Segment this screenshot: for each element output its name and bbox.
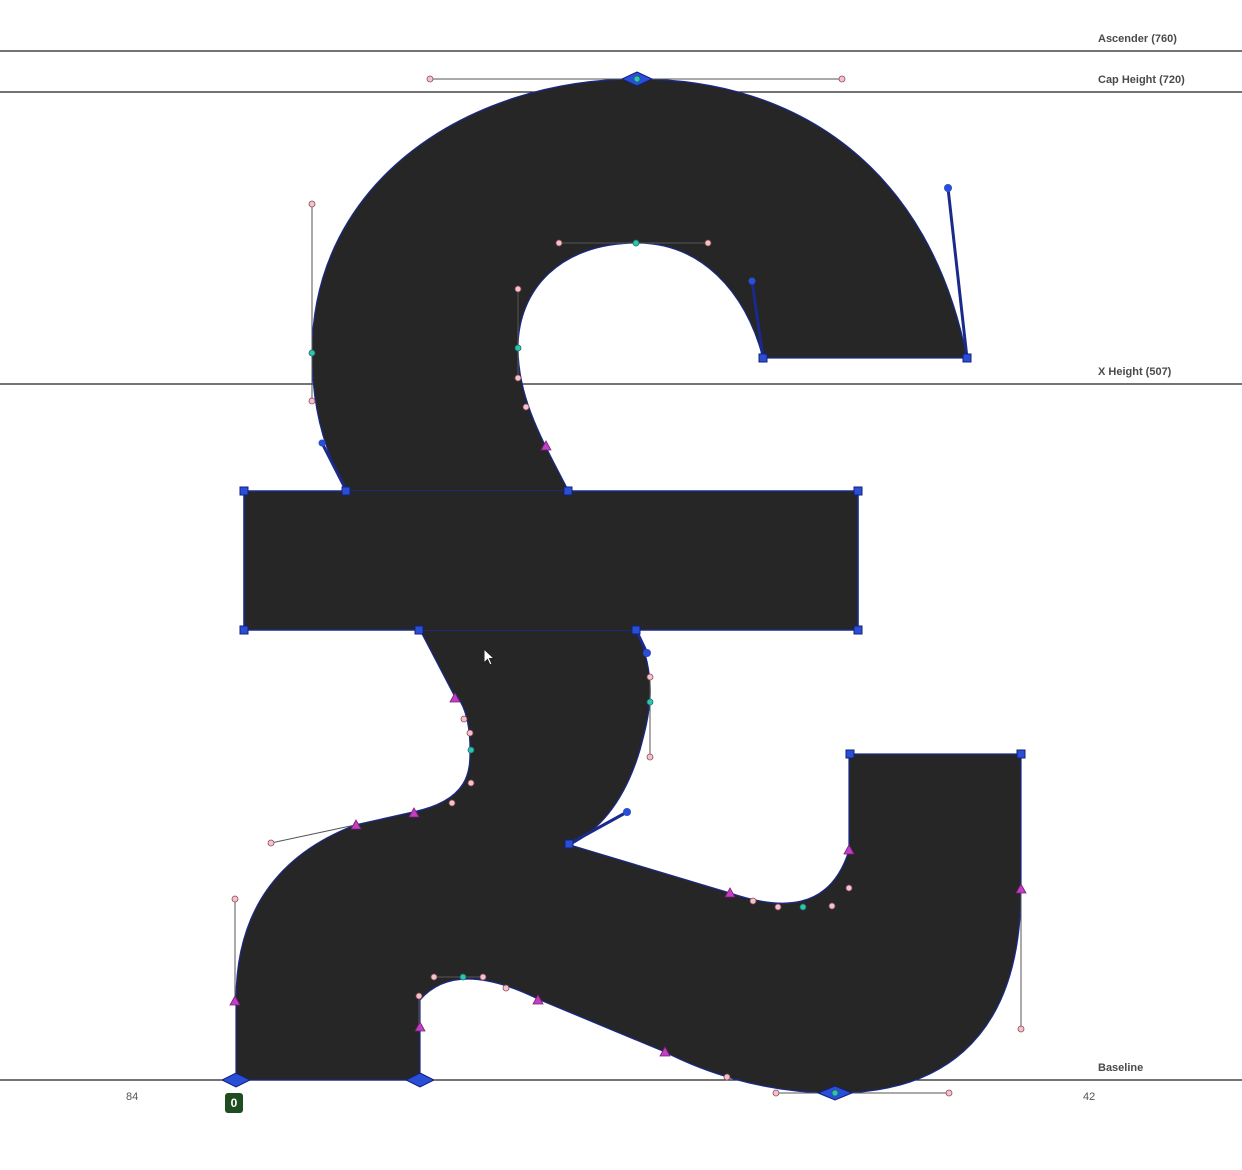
curve-nodes[interactable] [229,440,1027,1057]
ascender-label: Ascender (760) [1098,33,1177,45]
handle-lines [234,78,1022,1094]
right-sidebearing-value: 42 [1083,1091,1096,1103]
left-sidebearing-value: 84 [126,1091,139,1103]
x-height-label: X Height (507) [1098,366,1172,378]
glyph-overlap-fill [346,491,636,630]
handle-endpoints[interactable] [318,184,953,816]
arrow-cursor-icon [483,648,496,666]
baseline-label: Baseline [1098,1062,1144,1074]
corner-nodes[interactable] [239,353,1026,849]
smooth-nodes[interactable] [308,75,839,1097]
handle-lines-selected [320,187,969,846]
offcurve-points[interactable] [231,75,1025,1097]
origin-marker: 0 [225,1093,243,1113]
cap-height-label: Cap Height (720) [1098,74,1185,86]
